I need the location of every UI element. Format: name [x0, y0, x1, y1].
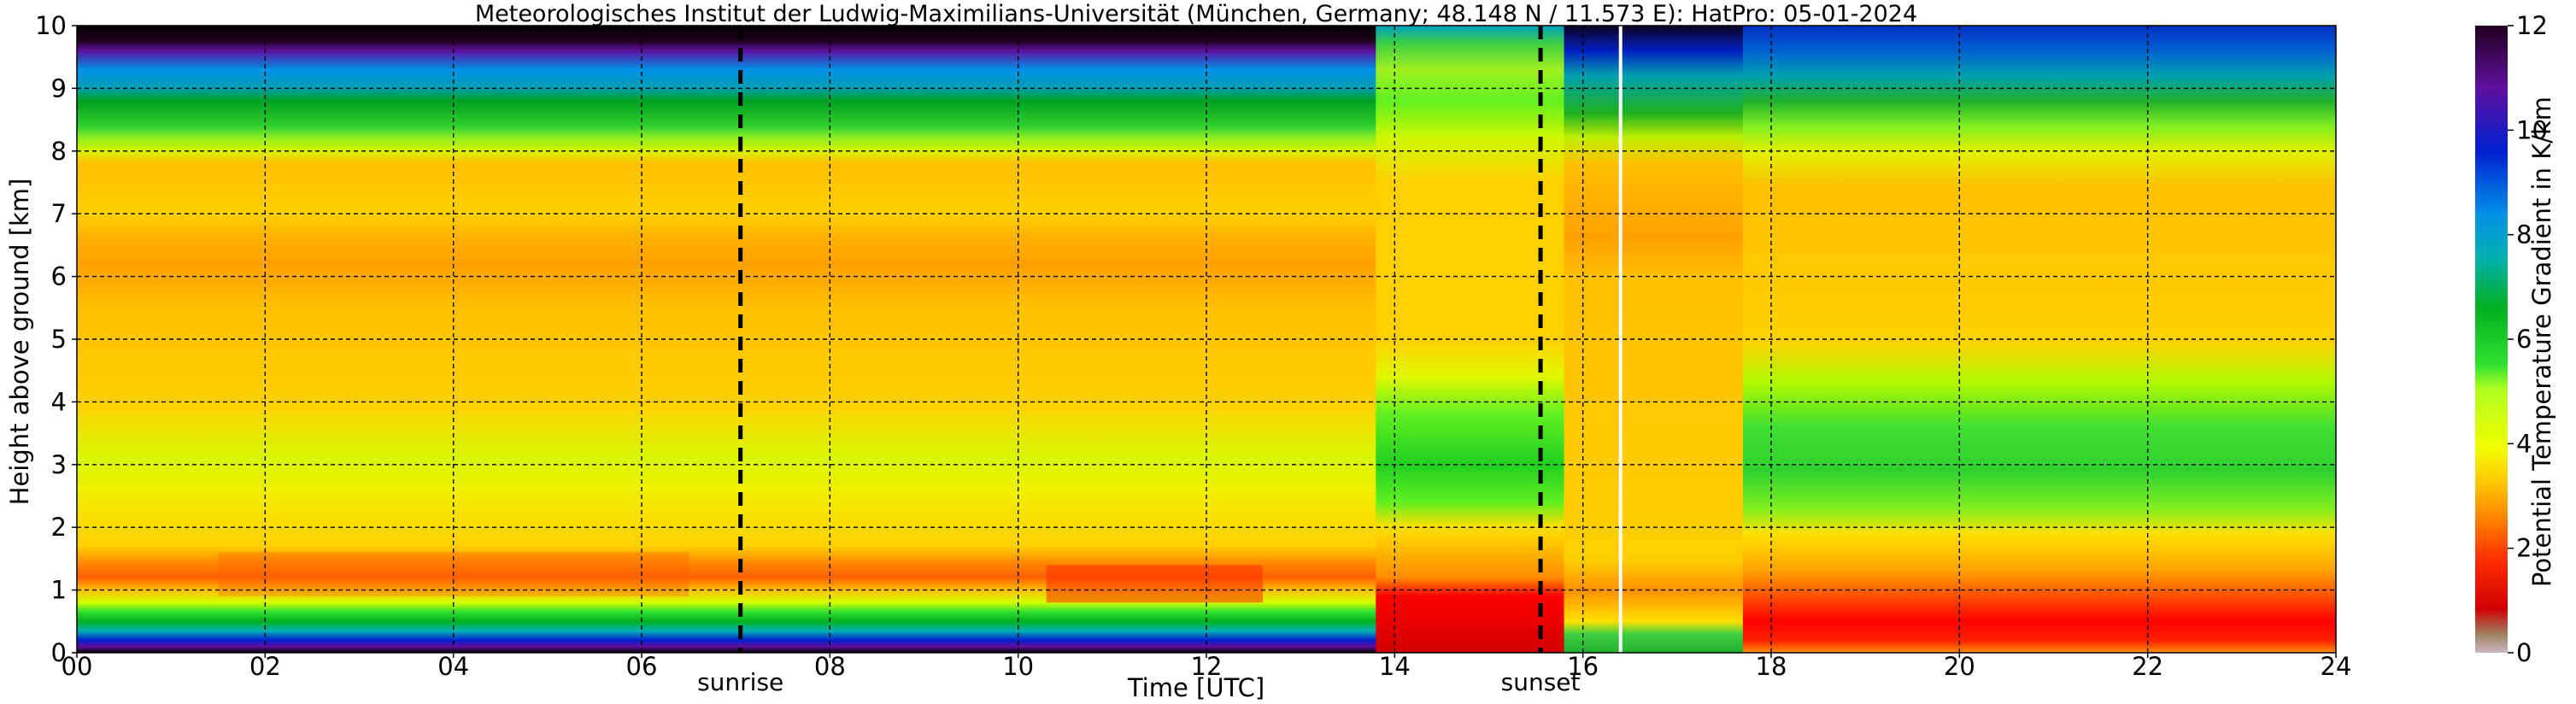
x-tick-label: 18: [1756, 652, 1787, 681]
x-tick-label: 10: [1002, 652, 1034, 681]
colorbar-tick-label: 12: [2516, 11, 2548, 40]
y-tick-label: 1: [51, 576, 67, 605]
x-tick-label: 16: [1567, 652, 1599, 681]
x-tick-labels: 00 02 04 06 08 10 12 14 16 18 20 22 24: [62, 652, 2352, 681]
colorbar: 0 2 4 6 8 10 12: [2475, 11, 2548, 667]
annotation-label: sunrise: [697, 668, 783, 696]
x-tick-label: 06: [626, 652, 658, 681]
colorbar-tick-label: 2: [2516, 534, 2532, 563]
y-tick-label: 4: [51, 387, 67, 416]
colorbar-tick-label: 0: [2516, 638, 2532, 667]
data-gap-line: [1618, 26, 1622, 653]
y-tick-label: 6: [51, 262, 67, 291]
x-axis-label: Time [UTC]: [1127, 673, 1265, 702]
chart-title: Meteorologisches Institut der Ludwig-Max…: [475, 1, 1917, 27]
colorbar-tick-label: 6: [2516, 325, 2532, 354]
x-tick-label: 02: [249, 652, 281, 681]
colorbar-gradient: [2475, 26, 2508, 653]
colorbar-label: Potential Temperature Gradient in K/km: [2527, 97, 2556, 587]
colorbar-tick-label: 10: [2516, 115, 2548, 144]
y-tick-label: 0: [51, 638, 67, 667]
y-tick-label: 2: [51, 513, 67, 542]
colorbar-tick-label: 4: [2516, 429, 2532, 458]
plot-area: [76, 25, 2337, 654]
annotation-label: sunset: [1501, 668, 1581, 696]
colorbar-tick-label: 8: [2516, 220, 2532, 249]
x-tick-label: 08: [814, 652, 846, 681]
x-tick-label: 20: [1944, 652, 1975, 681]
y-axis-label: Height above ground [km]: [5, 179, 34, 506]
colorbar-ticks: 0 2 4 6 8 10 12: [2508, 11, 2548, 667]
y-tick-label: 10: [35, 11, 67, 40]
x-tick-label: 14: [1379, 652, 1411, 681]
x-tick-label: 12: [1191, 652, 1223, 681]
annotations: sunrise sunset: [697, 26, 1581, 696]
x-tick-label: 04: [437, 652, 469, 681]
y-tick-label: 7: [51, 199, 67, 228]
field-feature: [1046, 565, 1264, 603]
y-tick-label: 9: [51, 73, 67, 103]
y-tick-labels: 0 1 2 3 4 5 6 7 8 9 10: [35, 11, 77, 667]
y-tick-label: 3: [51, 450, 67, 479]
x-tick-label: 00: [62, 652, 93, 681]
x-tick-label: 22: [2132, 652, 2163, 681]
y-tick-label: 8: [51, 137, 67, 166]
x-tick-label: 24: [2321, 652, 2352, 681]
y-tick-label: 5: [51, 325, 67, 354]
